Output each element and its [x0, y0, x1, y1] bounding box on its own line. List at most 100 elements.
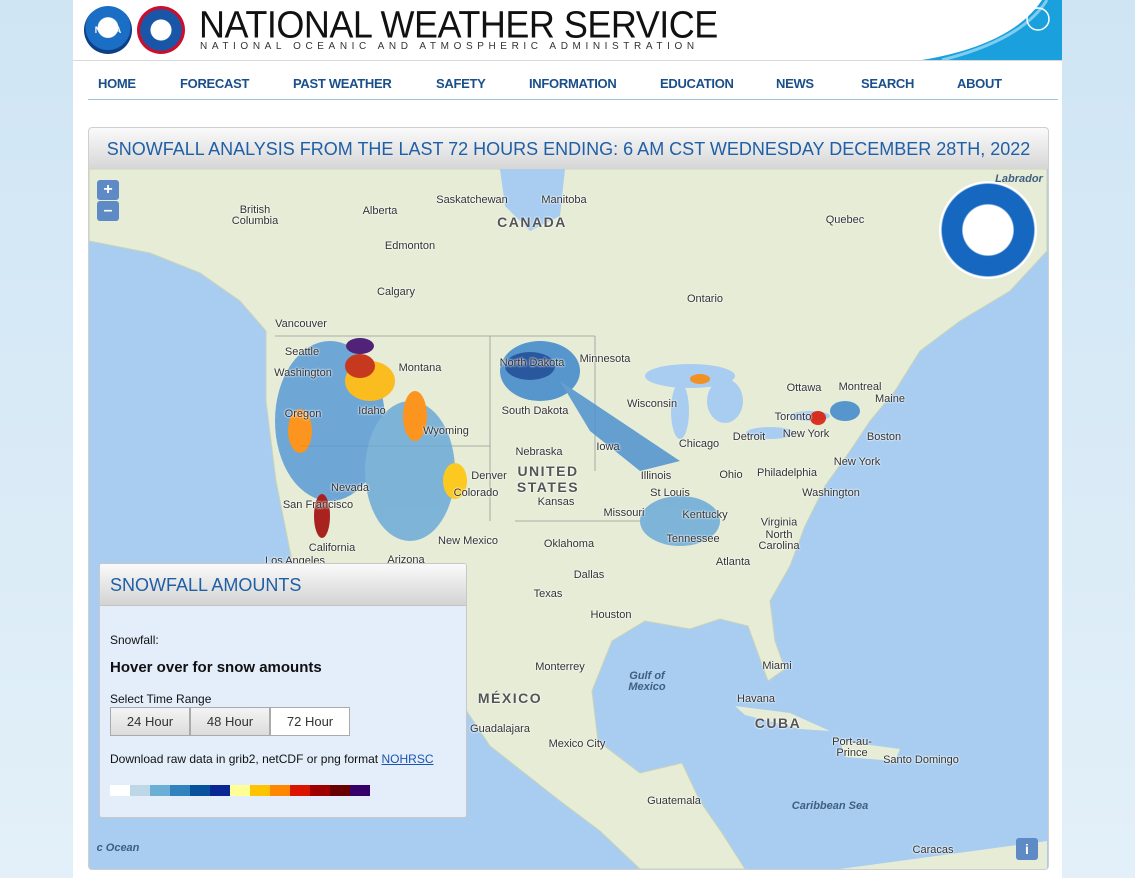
- map-label: Tennessee: [666, 533, 720, 545]
- site-title: NATIONAL WEATHER SERVICE: [199, 2, 718, 46]
- map-label: Calgary: [377, 286, 415, 298]
- map-label: Idaho: [358, 405, 386, 417]
- color-swatch: [350, 785, 370, 796]
- map-label: Monterrey: [535, 661, 585, 673]
- map-label: New York: [782, 428, 830, 440]
- site-header: NOAA NATIONAL WEATHER SERVICE NATIONAL O…: [73, 0, 1062, 61]
- nav-item[interactable]: ABOUT: [957, 76, 1002, 91]
- nav-item[interactable]: PAST WEATHER: [293, 76, 392, 91]
- map-label: Guatemala: [647, 795, 701, 807]
- map-label: Washington: [274, 367, 332, 379]
- nav-item[interactable]: FORECAST: [180, 76, 250, 91]
- map-label: Toronto: [774, 411, 812, 423]
- nav-item[interactable]: NEWS: [776, 76, 814, 91]
- color-swatch: [190, 785, 210, 796]
- map-label: Port-au-Prince: [832, 736, 872, 759]
- time-range-button[interactable]: 48 Hour: [190, 707, 270, 736]
- download-link[interactable]: NOHRSC: [381, 752, 434, 766]
- color-swatch: [290, 785, 310, 796]
- map-label: Illinois: [640, 470, 672, 482]
- snowfall-label: Snowfall:: [110, 633, 159, 647]
- map-label: Philadelphia: [757, 467, 817, 479]
- map-label: Miami: [762, 660, 792, 672]
- map-label: Saskatchewan: [436, 194, 508, 206]
- nav-item[interactable]: HOME: [98, 76, 136, 91]
- nav-item[interactable]: SAFETY: [436, 76, 486, 91]
- map-label: Kentucky: [682, 509, 728, 521]
- color-swatch: [150, 785, 170, 796]
- legend-title: SNOWFALL AMOUNTS: [100, 564, 466, 606]
- map-label: Detroit: [732, 431, 766, 443]
- header-swoosh: [922, 0, 1062, 60]
- map-label: Texas: [533, 588, 563, 600]
- hover-text: Hover over for snow amounts: [110, 659, 322, 676]
- map-label: Vancouver: [275, 318, 327, 330]
- download-text: Download raw data in grib2, netCDF or pn…: [110, 752, 379, 766]
- map-label: Maine: [875, 393, 905, 405]
- zoom-in[interactable]: +: [97, 180, 119, 200]
- color-swatch: [270, 785, 290, 796]
- map-label: Ottawa: [786, 382, 822, 394]
- map-label: Caribbean Sea: [791, 800, 869, 812]
- map-label: California: [308, 542, 356, 554]
- map-label: Gulf of Mexico: [628, 670, 666, 693]
- time-range-button[interactable]: 24 Hour: [110, 707, 190, 736]
- map-label: St Louis: [650, 487, 690, 499]
- map-label: Nebraska: [515, 446, 563, 458]
- color-swatch: [230, 785, 250, 796]
- map-label: Mexico City: [548, 738, 606, 750]
- time-range-label: Select Time Range: [110, 692, 212, 706]
- map-label: Edmonton: [384, 240, 436, 252]
- map-label: Boston: [866, 431, 902, 443]
- map-label: Havana: [737, 693, 775, 705]
- color-swatch: [250, 785, 270, 796]
- nav-item[interactable]: INFORMATION: [529, 76, 617, 91]
- map-label: Atlanta: [715, 556, 751, 568]
- map-label: Minnesota: [579, 353, 631, 365]
- map-label: Guadalajara: [470, 723, 530, 735]
- noaa-logo[interactable]: NOAA: [84, 6, 132, 54]
- site-subtitle: NATIONAL OCEANIC AND ATMOSPHERIC ADMINIS…: [200, 41, 699, 52]
- nws-logo[interactable]: [137, 6, 185, 54]
- map-label: Seattle: [284, 346, 320, 358]
- color-swatch: [170, 785, 190, 796]
- map-label: Manitoba: [541, 194, 587, 206]
- time-range-button[interactable]: 72 Hour: [270, 707, 350, 736]
- map-label: CANADA: [497, 214, 567, 230]
- map-label: Chicago: [678, 438, 720, 450]
- map-label: North Dakota: [499, 357, 565, 369]
- map-label: Denver: [471, 470, 507, 482]
- map-label: Missouri: [603, 507, 645, 519]
- info-button[interactable]: i: [1016, 838, 1038, 860]
- nav-item[interactable]: SEARCH: [861, 76, 915, 91]
- color-swatch: [110, 785, 130, 796]
- nav-item[interactable]: EDUCATION: [660, 76, 734, 91]
- map-label: Montreal: [838, 381, 882, 393]
- map-label: Virginia: [760, 516, 798, 529]
- map-label: Ohio: [719, 469, 743, 481]
- color-swatch: [130, 785, 150, 796]
- map-label: San Francisco: [282, 499, 354, 511]
- main-nav: HOME FORECAST PAST WEATHER SAFETY INFORMATIO…: [88, 60, 1058, 100]
- map-label: Colorado: [453, 487, 499, 499]
- map-label: Caracas: [912, 844, 954, 856]
- map-label: Santo Domingo: [883, 754, 959, 766]
- map-label: CUBA: [754, 715, 802, 731]
- map-label: Houston: [590, 609, 632, 621]
- map-label: Alberta: [362, 205, 398, 217]
- color-swatch: [330, 785, 350, 796]
- map-label: Iowa: [596, 441, 620, 453]
- map-label: Montana: [398, 362, 442, 374]
- map-label: Labrador: [995, 173, 1043, 185]
- zoom-out[interactable]: –: [97, 201, 119, 221]
- map-label: Wisconsin: [626, 398, 678, 410]
- map-label: Kansas: [537, 496, 575, 508]
- map-label: Quebec: [825, 214, 865, 226]
- map-label: Nevada: [331, 482, 369, 494]
- map-label: New Mexico: [438, 535, 498, 547]
- panel-title: SNOWFALL ANALYSIS FROM THE LAST 72 HOURS…: [89, 128, 1048, 170]
- map-label: North Carolina: [758, 529, 800, 552]
- map-label: Washington: [802, 487, 860, 499]
- map-label: c Ocean: [96, 842, 140, 854]
